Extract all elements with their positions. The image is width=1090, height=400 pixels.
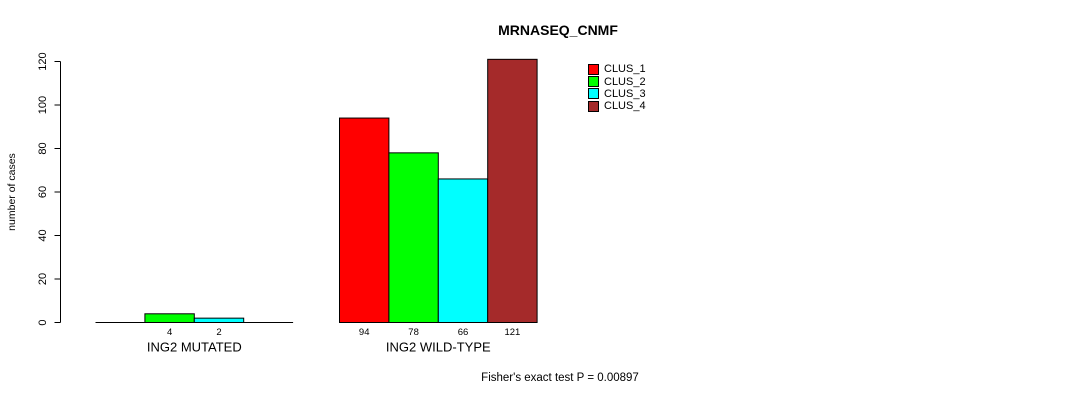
stat-annotation: Fisher's exact test P = 0.00897 <box>481 372 639 384</box>
legend-item: CLUS_1 <box>588 63 646 75</box>
bar-value-label: 2 <box>216 327 221 338</box>
legend-swatch-clus-3 <box>588 88 599 100</box>
bar <box>339 117 390 323</box>
y-tick-label: 60 <box>37 186 49 198</box>
legend-label: CLUS_2 <box>604 75 646 88</box>
y-tick-label: 80 <box>37 142 49 154</box>
bar <box>487 58 538 323</box>
legend-label: CLUS_1 <box>604 63 646 76</box>
y-tick-label: 100 <box>37 96 49 114</box>
legend-item: CLUS_3 <box>588 88 646 100</box>
legend-item: CLUS_4 <box>588 100 646 112</box>
group-label: ING2 MUTATED <box>147 340 242 355</box>
bar-value-label: 66 <box>458 327 469 338</box>
group-label: ING2 WILD-TYPE <box>386 340 491 355</box>
legend: CLUS_1 CLUS_2 CLUS_3 CLUS_4 <box>588 63 646 113</box>
y-tick-label: 120 <box>37 52 49 70</box>
y-tick-label: 0 <box>37 319 49 325</box>
bar-value-label: 78 <box>408 327 419 338</box>
legend-item: CLUS_2 <box>588 75 646 88</box>
legend-label: CLUS_3 <box>604 87 646 100</box>
legend-swatch-clus-4 <box>588 100 599 112</box>
chart-title: MRNASEQ_CNMF <box>498 22 618 38</box>
bar <box>388 152 439 323</box>
legend-label: CLUS_4 <box>604 100 646 113</box>
bar-value-label: 94 <box>359 327 370 338</box>
bar <box>193 317 245 323</box>
legend-swatch-clus-2 <box>588 76 599 88</box>
y-tick-label: 20 <box>37 273 49 285</box>
legend-swatch-clus-1 <box>588 63 599 75</box>
bar-value-label: 4 <box>167 327 172 338</box>
bar <box>144 313 195 323</box>
bar-value-label: 121 <box>504 327 520 338</box>
y-tick-label: 40 <box>37 229 49 241</box>
bar <box>437 178 489 323</box>
